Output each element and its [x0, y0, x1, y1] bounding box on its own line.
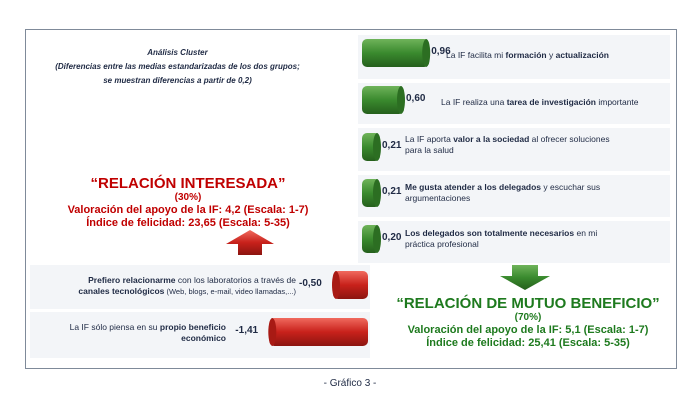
relacion-mutuo-block: “RELACIÓN DE MUTUO BENEFICIO” (70%) Valo… [378, 295, 678, 350]
bar-value-7: -1,41 [235, 325, 259, 336]
bar-value-2: 0,60 [406, 93, 426, 104]
mutuo-pct: (70%) [514, 312, 542, 323]
bar-1 [362, 39, 431, 67]
interesada-felicidad: Índice de felicidad: 23,65 (Escala: 5-35… [86, 217, 290, 229]
relacion-interesada-block: “RELACIÓN INTERESADA” (30%) Valoración d… [38, 175, 338, 230]
panel-item-3 [358, 128, 670, 171]
up-arrow-icon [226, 230, 274, 255]
bar-4 [362, 179, 381, 207]
item-label-3: La IF aporta valor a la sociedad al ofre… [405, 134, 610, 155]
figure-caption: - Gráfico 3 - [323, 378, 377, 389]
item-label-6: Prefiero relacionarme con los laboratori… [78, 275, 296, 296]
item-label-7: La IF sólo piensa en su propio beneficio… [69, 322, 226, 343]
interesada-title: “RELACIÓN INTERESADA” [90, 175, 286, 192]
cluster-subtitle-1: (Diferencias entre las medias estandariz… [55, 62, 300, 71]
bar-value-3: 0,21 [382, 140, 402, 151]
bar-2 [362, 86, 405, 114]
cluster-heading: Análisis Cluster (Diferencias entre las … [40, 46, 315, 88]
panel-item-6 [30, 265, 370, 309]
bar-value-6: -0,50 [299, 278, 322, 289]
bar-value-4: 0,21 [382, 186, 402, 197]
cluster-subtitle-2: se muestran diferencias a partir de 0,2) [103, 76, 252, 85]
panel-item-4 [358, 175, 670, 217]
bar-3 [362, 133, 381, 161]
bar-7 [268, 318, 368, 346]
mutuo-valoracion: Valoración del apoyo de la IF: 5,1 (Esca… [407, 324, 649, 336]
bar-6 [332, 271, 368, 299]
item-label-4: Me gusta atender a los delegados y escuc… [405, 182, 601, 203]
mutuo-title: “RELACIÓN DE MUTUO BENEFICIO” [396, 295, 660, 312]
mutuo-felicidad: Índice de felicidad: 25,41 (Escala: 5-35… [426, 337, 630, 349]
interesada-valoracion: Valoración del apoyo de la IF: 4,2 (Esca… [67, 204, 309, 216]
bar-5 [362, 225, 381, 253]
bar-value-1: 0,96 [431, 46, 451, 57]
interesada-pct: (30%) [174, 192, 202, 203]
bar-value-5: 0,20 [382, 232, 402, 243]
panel-item-5 [358, 221, 670, 263]
cluster-title: Análisis Cluster [147, 48, 208, 57]
down-arrow-icon [500, 265, 550, 290]
item-label-1: La IF facilita mi formación y actualizac… [446, 50, 609, 60]
item-label-2: La IF realiza una tarea de investigación… [441, 97, 639, 107]
item-label-5: Los delegados son totalmente necesarios … [405, 228, 598, 249]
panel-item-2 [358, 83, 670, 124]
